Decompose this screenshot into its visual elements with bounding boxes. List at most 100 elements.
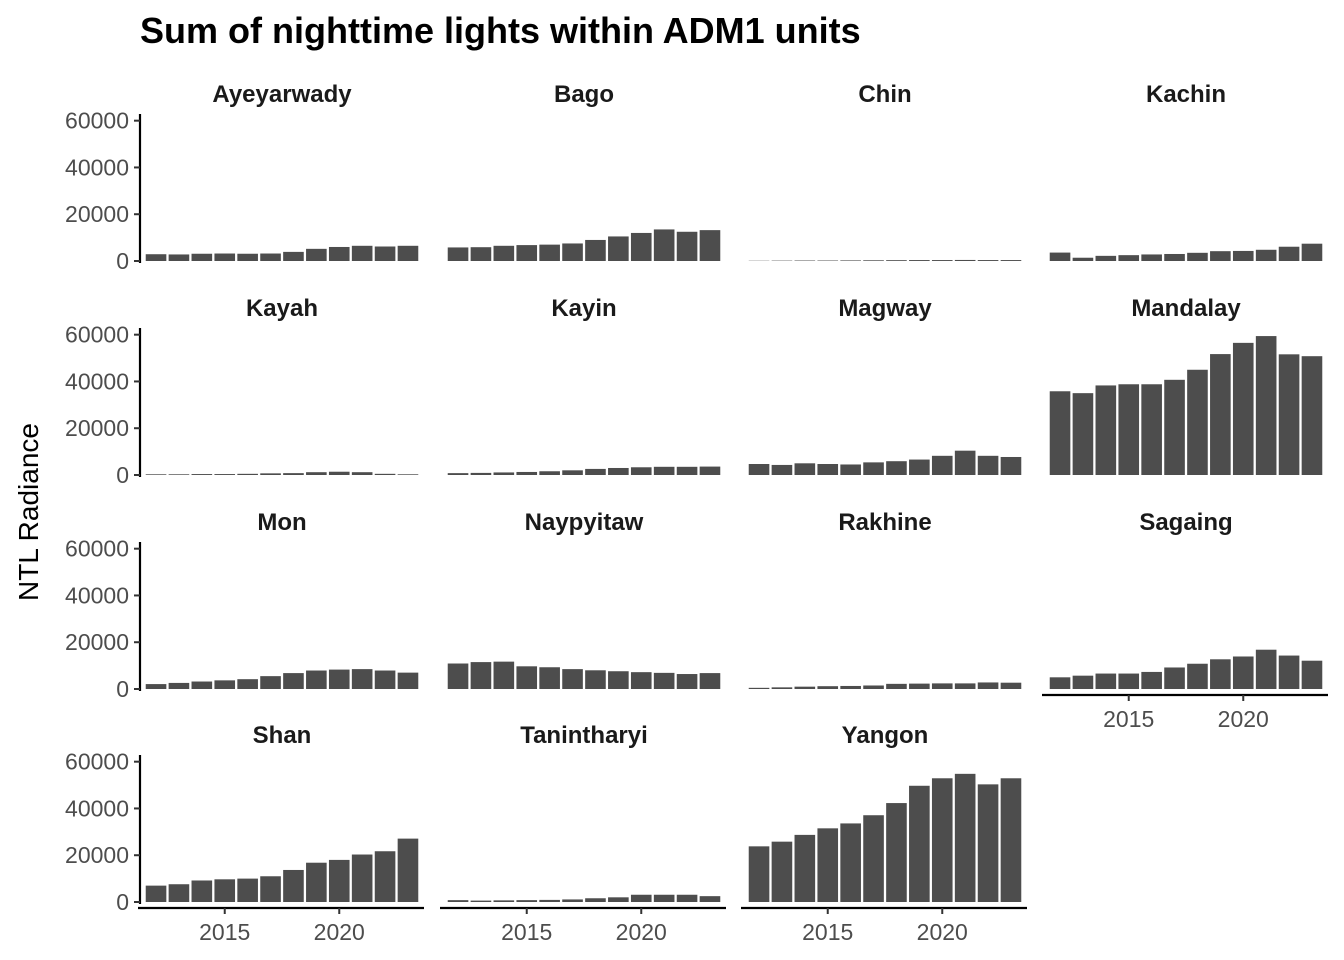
bar-ayeyarwady-2017: Ayeyarwady 2017: 3200 [260,253,281,261]
bar-chin-2016: Chin 2016: 250 [840,260,861,261]
facet-title-yangon: Yangon [842,722,929,749]
bar-kayin-2012: Kayin 2012: 800 [447,473,469,475]
bar-naypyitaw-2021: Naypyitaw 2021: 6900 [653,672,675,689]
bar-shan-2023: Shan 2023: 27100 [397,838,419,902]
y-tick-label: 60000 [65,322,129,348]
bar-kachin-2019: Kachin 2019: 4200 [1210,251,1231,261]
bar-mandalay-2018: Mandalay 2018: 45000 [1187,369,1208,475]
bar-rakhine-2015: Rakhine 2015: 1200 [817,686,839,689]
y-tick-label: 60000 [65,536,129,562]
y-axis-title: NTL Radiance [13,423,44,601]
bar-tanintharyi-2012: Tanintharyi 2012: 800 [447,900,469,902]
bar-kachin-2016: Kachin 2016: 2800 [1141,254,1162,261]
facet-mandalay: MandalayMandalay 2012: 35800Mandalay 201… [1049,295,1323,475]
bar-rakhine-2021: Rakhine 2021: 2400 [954,683,976,689]
bar-yangon-2023: Yangon 2023: 52900 [1000,778,1022,902]
bar-rakhine-2020: Rakhine 2020: 2400 [931,683,953,689]
bar-mandalay-2020: Mandalay 2020: 56500 [1232,342,1254,475]
bar-chin-2017: Chin 2017: 300 [863,260,884,261]
bar-bago-2020: Bago 2020: 12000 [630,232,652,261]
bar-bago-2017: Bago 2017: 7500 [562,243,583,261]
bar-mon-2021: Mon 2021: 8500 [351,669,373,689]
bar-magway-2013: Magway 2013: 4300 [771,464,793,475]
bar-magway-2022: Magway 2022: 8200 [977,455,999,475]
bar-naypyitaw-2012: Naypyitaw 2012: 10900 [447,663,469,689]
bar-rakhine-2016: Rakhine 2016: 1300 [840,685,861,689]
bar-kayin-2023: Kayin 2023: 3600 [699,466,721,475]
facet-rakhine: Rakhine Rakhine 2012: 500Rakhine 2013: 70… [748,509,1022,689]
bar-kayin-2014: Kayin 2014: 1100 [493,472,515,475]
bar-mandalay-2019: Mandalay 2019: 51700 [1210,354,1231,475]
bar-ayeyarwady-2022: Ayeyarwady 2022: 6200 [374,246,396,261]
x-tick-label: 2015 [1103,706,1154,732]
bar-naypyitaw-2014: Naypyitaw 2014: 11700 [493,661,515,689]
bar-naypyitaw-2019: Naypyitaw 2019: 7600 [608,671,629,689]
bar-shan-2014: Shan 2014: 9200 [191,880,213,902]
bar-tanintharyi-2016: Tanintharyi 2016: 900 [539,899,560,902]
bar-magway-2023: Magway 2023: 7700 [1000,456,1022,475]
bar-tanintharyi-2017: Tanintharyi 2017: 1100 [562,899,583,902]
bar-mon-2012: Mon 2012: 2100 [145,684,167,689]
bar-shan-2021: Shan 2021: 20300 [351,854,373,902]
bar-kachin-2014: Kachin 2014: 2200 [1095,255,1117,261]
y-tick-label: 0 [116,248,129,274]
bar-ayeyarwady-2019: Ayeyarwady 2019: 5200 [306,248,327,261]
facet-title-ayeyarwady: Ayeyarwady [212,81,352,108]
bar-yangon-2016: Yangon 2016: 33600 [840,823,861,902]
x-tick-label: 2020 [616,919,667,945]
bar-shan-2015: Shan 2015: 9700 [214,879,236,902]
bar-kayah-2018: Kayah 2018: 800 [283,473,304,475]
bar-kayin-2017: Kayin 2017: 2000 [562,470,583,475]
bar-tanintharyi-2018: Tanintharyi 2018: 1600 [585,898,606,902]
y-tick-label: 0 [116,889,129,915]
bar-mandalay-2021: Mandalay 2021: 59400 [1255,336,1277,475]
bar-chin-2022: Chin 2022: 400 [977,260,999,261]
bar-mandalay-2012: Mandalay 2012: 35800 [1049,391,1071,475]
bar-magway-2012: Magway 2012: 4700 [748,464,770,475]
bar-kayah-2013: Kayah 2013: 300 [168,474,190,475]
bar-mon-2019: Mon 2019: 7900 [306,670,327,689]
bar-shan-2019: Shan 2019: 16800 [306,862,327,902]
bar-rakhine-2019: Rakhine 2019: 2300 [909,683,930,689]
facet-sagaing: Sagaing Sagaing 2012: 5000Sagaing 2013: 5… [1042,509,1328,732]
bar-rakhine-2014: Rakhine 2014: 1000 [794,686,816,689]
bar-magway-2021: Magway 2021: 10400 [954,450,976,475]
x-tick-label: 2020 [917,919,968,945]
bar-tanintharyi-2015: Tanintharyi 2015: 800 [516,900,538,902]
bar-rakhine-2012: Rakhine 2012: 500 [748,687,770,689]
bar-tanintharyi-2014: Tanintharyi 2014: 700 [493,900,515,902]
y-tick-label: 20000 [65,629,129,655]
y-tick-label: 20000 [65,842,129,868]
bar-bago-2015: Bago 2015: 6800 [516,245,538,261]
y-tick-label: 20000 [65,415,129,441]
bar-sagaing-2021: Sagaing 2021: 16800 [1255,649,1277,689]
bar-kayin-2015: Kayin 2015: 1300 [516,471,538,475]
facet-title-bago: Bago [554,81,614,108]
x-tick-label: 2020 [1218,706,1269,732]
bar-shan-2018: Shan 2018: 13700 [283,869,304,902]
y-tick-label: 40000 [65,154,129,180]
facet-grid: Ayeyarwady Ayeyarwady 2012: 2900 Ayeyarwad… [65,81,1328,945]
bar-yangon-2021: Yangon 2021: 54800 [954,773,976,902]
bar-kachin-2013: Kachin 2013: 1400 [1072,257,1094,261]
facet-title-chin: Chin [858,81,911,108]
bar-naypyitaw-2022: Naypyitaw 2022: 6400 [676,674,698,689]
bar-shan-2012: Shan 2012: 7000 [145,885,167,902]
facet-bago: BagoBago 2012: 5800Bago 2013: 5900Bago 2… [447,81,721,261]
bar-sagaing-2017: Sagaing 2017: 9200 [1164,667,1185,689]
facet-kayah: KayahKayah 2012: 300Kayah 2013: 300Kayah… [65,295,419,488]
bar-ayeyarwady-2012: Ayeyarwady 2012: 2900 [145,254,167,261]
y-tick-label: 60000 [65,108,129,134]
bar-rakhine-2022: Rakhine 2022: 2800 [977,682,999,689]
bar-kayin-2020: Kayin 2020: 3300 [630,467,652,475]
bar-mon-2018: Mon 2018: 6800 [283,673,304,689]
facet-shan: ShanShan 2012: 7000Shan 2013: 7600Shan 2… [65,722,424,945]
bar-kayin-2022: Kayin 2022: 3500 [676,466,698,475]
facet-title-rakhine: Rakhine [838,509,931,536]
bar-sagaing-2015: Sagaing 2015: 6600 [1118,673,1140,689]
bar-sagaing-2014: Sagaing 2014: 6600 [1095,673,1117,689]
bar-kayah-2014: Kayah 2014: 400 [191,474,213,475]
bar-kayin-2019: Kayin 2019: 3000 [608,467,629,475]
bar-naypyitaw-2020: Naypyitaw 2020: 7200 [630,672,652,689]
